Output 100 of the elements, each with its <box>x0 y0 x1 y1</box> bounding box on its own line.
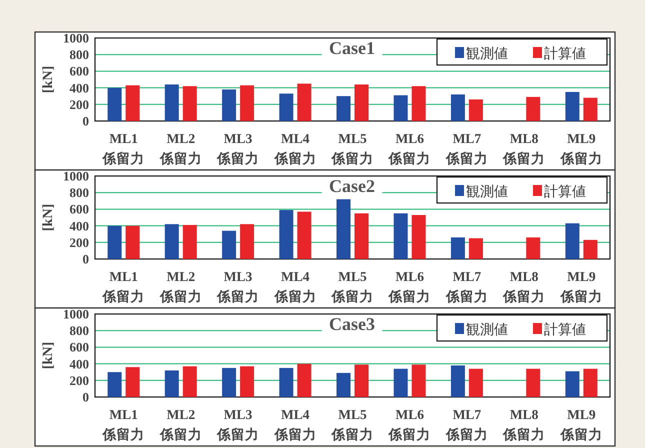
bar <box>240 224 254 259</box>
bar <box>450 237 465 259</box>
chart-title: Case3 <box>329 314 375 334</box>
x-tick-label: ML9 係留力 <box>559 407 602 442</box>
y-tick-label: 1000 <box>63 306 89 322</box>
bar <box>583 368 598 397</box>
bar <box>126 85 140 121</box>
y-tick-label: 0 <box>82 252 89 266</box>
bar <box>222 368 236 397</box>
bar <box>336 372 350 397</box>
y-tick-label: 800 <box>70 323 89 338</box>
x-tick-label: ML1 係留力 <box>102 407 145 442</box>
bar <box>126 367 140 397</box>
x-tick-label: ML5 係留力 <box>330 269 374 304</box>
x-tick-label: ML9 係留力 <box>559 269 602 304</box>
legend-label: 観測値 <box>466 183 508 199</box>
x-tick-label: ML7 係留力 <box>444 407 488 442</box>
bar <box>412 86 426 121</box>
chart-title: Case1 <box>329 38 375 58</box>
bar <box>336 96 350 121</box>
y-axis-title: [kN] <box>41 342 56 370</box>
bar <box>108 372 122 397</box>
x-tick-label: ML8 係留力 <box>502 131 546 166</box>
x-tick-label: ML4 係留力 <box>273 269 316 304</box>
x-tick-label: ML2 係留力 <box>158 407 202 442</box>
y-tick-label: 800 <box>70 185 89 200</box>
chart-title: Case2 <box>329 176 375 196</box>
bar <box>394 213 408 259</box>
bar <box>354 364 368 397</box>
bar <box>108 88 122 121</box>
bar <box>450 94 465 121</box>
bar <box>526 237 540 259</box>
legend-label: 観測値 <box>466 321 508 337</box>
x-tick-label: ML6 係留力 <box>388 407 431 442</box>
y-tick-label: 400 <box>70 356 89 372</box>
bar <box>240 85 254 121</box>
bar <box>412 364 426 397</box>
x-tick-label: ML4 係留力 <box>273 407 316 442</box>
x-tick-label: ML5 係留力 <box>330 131 374 166</box>
x-tick-label: ML3 係留力 <box>216 269 260 304</box>
bar <box>164 84 179 121</box>
bar <box>297 84 312 121</box>
legend-label: 計算値 <box>544 183 586 199</box>
bar <box>182 224 197 259</box>
bar <box>583 98 598 121</box>
y-tick-label: 400 <box>70 218 89 234</box>
y-tick-label: 0 <box>82 114 89 128</box>
y-axis-title: [kN] <box>41 204 56 232</box>
bar <box>108 226 122 259</box>
legend-label: 観測値 <box>466 45 508 61</box>
y-tick-label: 600 <box>70 340 89 355</box>
y-tick-label: 200 <box>70 234 89 250</box>
x-tick-label: ML3 係留力 <box>216 131 260 166</box>
bar <box>450 365 465 397</box>
bar <box>336 199 350 259</box>
bar <box>297 364 312 397</box>
bar <box>526 368 540 397</box>
y-axis-title: [kN] <box>41 66 56 94</box>
x-tick-label: ML5 係留力 <box>330 407 374 442</box>
y-tick-label: 800 <box>70 47 89 62</box>
bar <box>279 368 294 397</box>
x-tick-label: ML3 係留力 <box>216 407 260 442</box>
bar <box>222 230 236 259</box>
y-tick-label: 600 <box>70 64 89 79</box>
bar <box>412 215 426 259</box>
x-tick-label: ML2 係留力 <box>158 131 202 166</box>
bar <box>394 95 408 121</box>
x-tick-label: ML8 係留力 <box>502 407 546 442</box>
bar <box>354 213 368 259</box>
bar <box>279 210 294 259</box>
bar <box>354 84 368 121</box>
x-tick-label: ML7 係留力 <box>444 269 488 304</box>
bar <box>565 371 580 397</box>
x-tick-label: ML2 係留力 <box>158 269 202 304</box>
x-tick-label: ML7 係留力 <box>444 131 488 166</box>
bar <box>565 92 580 121</box>
legend-label: 計算値 <box>544 321 586 337</box>
bar <box>468 368 483 397</box>
legend-label: 計算値 <box>544 45 586 61</box>
bar <box>468 238 483 259</box>
y-tick-label: 200 <box>70 96 89 112</box>
bar <box>279 94 294 121</box>
y-tick-label: 200 <box>70 372 89 388</box>
bar <box>126 226 140 259</box>
y-tick-label: 400 <box>70 80 89 96</box>
x-tick-label: ML1 係留力 <box>102 131 145 166</box>
bar <box>182 366 197 397</box>
x-tick-label: ML4 係留力 <box>273 131 316 166</box>
bar <box>297 212 312 259</box>
bar <box>526 96 540 121</box>
y-tick-label: 1000 <box>63 168 89 184</box>
y-tick-label: 1000 <box>63 30 89 46</box>
y-tick-label: 600 <box>70 202 89 217</box>
x-tick-label: ML9 係留力 <box>559 131 602 166</box>
bar <box>394 368 408 397</box>
x-tick-label: ML1 係留力 <box>102 269 145 304</box>
bar <box>222 89 236 121</box>
bar <box>468 99 483 121</box>
x-tick-label: ML8 係留力 <box>502 269 546 304</box>
bar <box>565 223 580 259</box>
